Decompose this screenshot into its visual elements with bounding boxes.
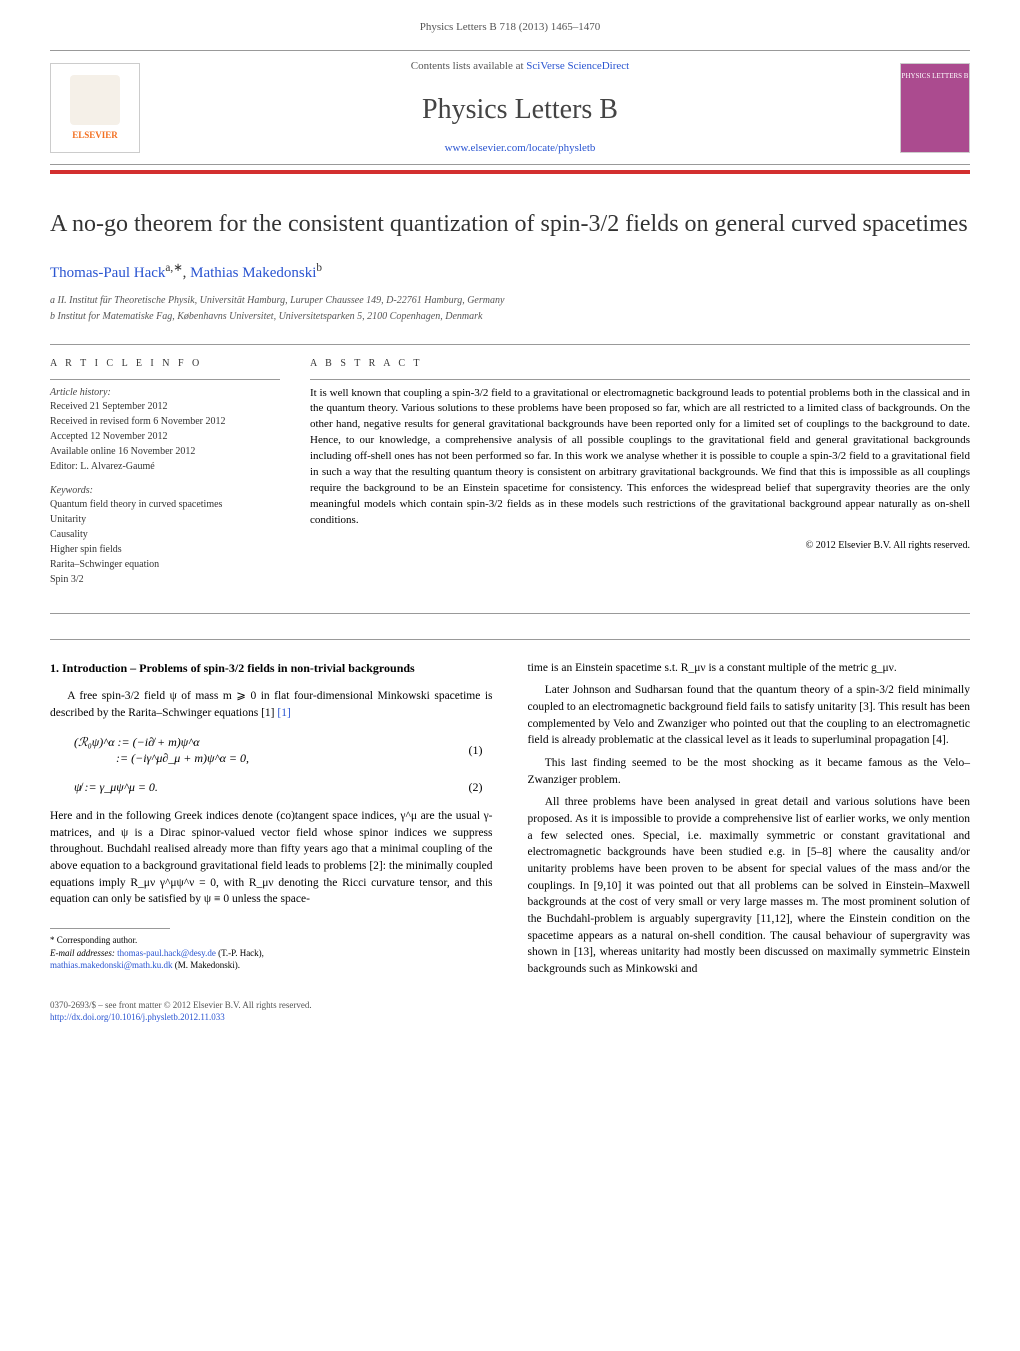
ref-1-link[interactable]: [1] xyxy=(277,707,290,719)
authors-line: Thomas-Paul Hacka,∗, Mathias Makedonskib xyxy=(50,261,970,284)
footnote-divider xyxy=(50,928,170,929)
journal-cover-thumbnail[interactable]: PHYSICS LETTERS B xyxy=(900,63,970,153)
right-column: time is an Einstein spacetime s.t. R_μν … xyxy=(528,660,971,984)
body-para-1: A free spin-3/2 field ψ of mass m ⩾ 0 in… xyxy=(50,688,493,721)
author-1-link[interactable]: Thomas-Paul Hack xyxy=(50,265,165,281)
journal-name: Physics Letters B xyxy=(160,90,880,129)
body-two-columns: 1. Introduction – Problems of spin-3/2 f… xyxy=(50,660,970,984)
contents-prefix: Contents lists available at xyxy=(411,60,526,72)
email-1-suffix: (T.-P. Hack), xyxy=(216,948,264,958)
email-2-link[interactable]: mathias.makedonski@math.ku.dk xyxy=(50,960,173,970)
abstract-text: It is well known that coupling a spin-3/… xyxy=(310,386,970,529)
eq2-number: (2) xyxy=(469,779,493,796)
journal-header-box: ELSEVIER Contents lists available at Sci… xyxy=(50,50,970,165)
red-divider-bar xyxy=(50,170,970,174)
abstract-divider xyxy=(310,379,970,380)
eq1-number: (1) xyxy=(469,742,493,759)
equation-1: (ℛ₀ψ)^α := (−i∂̸ + m)ψ^α := (−iγ^μ∂_μ + … xyxy=(50,734,493,768)
history-label: Article history: xyxy=(50,386,280,400)
equation-2: ψ̸ := γ_μψ^μ = 0. (2) xyxy=(50,779,493,796)
info-abstract-row: A R T I C L E I N F O Article history: R… xyxy=(50,357,970,588)
abstract-label: A B S T R A C T xyxy=(310,357,970,371)
keyword-4: Higher spin fields xyxy=(50,543,280,557)
elsevier-logo[interactable]: ELSEVIER xyxy=(50,63,140,153)
journal-homepage-link: www.elsevier.com/locate/physletb xyxy=(160,141,880,156)
received-date: Received 21 September 2012 xyxy=(50,400,280,414)
article-title: A no-go theorem for the consistent quant… xyxy=(50,209,970,240)
keywords-label: Keywords: xyxy=(50,484,280,498)
affiliations: a II. Institut für Theoretische Physik, … xyxy=(50,294,970,324)
editor-line: Editor: L. Alvarez-Gaumé xyxy=(50,460,280,474)
abstract-column: A B S T R A C T It is well known that co… xyxy=(310,357,970,588)
body-para-2: Here and in the following Greek indices … xyxy=(50,808,493,908)
journal-url[interactable]: www.elsevier.com/locate/physletb xyxy=(445,142,596,154)
bottom-issn-line: 0370-2693/$ – see front matter © 2012 El… xyxy=(50,999,970,1024)
body-para-3: time is an Einstein spacetime s.t. R_μν … xyxy=(528,660,971,677)
eq1-line2: := (−iγ^μ∂_μ + m)ψ^α = 0, xyxy=(74,750,469,767)
email-label: E-mail addresses: xyxy=(50,948,117,958)
sciencedirect-link[interactable]: SciVerse ScienceDirect xyxy=(526,60,629,72)
info-divider-1 xyxy=(50,379,280,380)
eq2-content: ψ̸ := γ_μψ^μ = 0. xyxy=(50,779,469,796)
keyword-6: Spin 3/2 xyxy=(50,573,280,587)
publisher-name: ELSEVIER xyxy=(72,129,118,142)
affiliation-b: b Institut for Matematiske Fag, Københav… xyxy=(50,310,970,324)
info-divider-bottom xyxy=(50,613,970,614)
issn-text: 0370-2693/$ – see front matter © 2012 El… xyxy=(50,1000,312,1010)
body-para-5: This last finding seemed to be the most … xyxy=(528,755,971,788)
revised-date: Received in revised form 6 November 2012 xyxy=(50,415,280,429)
info-divider-top xyxy=(50,344,970,345)
eq1-content: (ℛ₀ψ)^α := (−i∂̸ + m)ψ^α := (−iγ^μ∂_μ + … xyxy=(50,734,469,768)
header-center: Contents lists available at SciVerse Sci… xyxy=(160,59,880,156)
keyword-1: Quantum field theory in curved spacetime… xyxy=(50,498,280,512)
contents-line: Contents lists available at SciVerse Sci… xyxy=(160,59,880,74)
body-para-6: All three problems have been analysed in… xyxy=(528,794,971,977)
author-1-marks: a,∗ xyxy=(165,262,182,274)
keyword-5: Rarita–Schwinger equation xyxy=(50,558,280,572)
journal-citation: Physics Letters B 718 (2013) 1465–1470 xyxy=(50,20,970,35)
main-section-divider xyxy=(50,639,970,640)
doi-link[interactable]: http://dx.doi.org/10.1016/j.physletb.201… xyxy=(50,1012,225,1022)
footnote-corresponding: * Corresponding author. xyxy=(50,934,493,947)
eq1-line1: (ℛ₀ψ)^α := (−i∂̸ + m)ψ^α xyxy=(74,734,469,751)
article-info-label: A R T I C L E I N F O xyxy=(50,357,280,371)
keyword-3: Causality xyxy=(50,528,280,542)
accepted-date: Accepted 12 November 2012 xyxy=(50,430,280,444)
article-info-box: A R T I C L E I N F O Article history: R… xyxy=(50,357,280,588)
affiliation-a: a II. Institut für Theoretische Physik, … xyxy=(50,294,970,308)
body-para-4: Later Johnson and Sudharsan found that t… xyxy=(528,682,971,749)
footnote-emails: E-mail addresses: thomas-paul.hack@desy.… xyxy=(50,947,493,972)
left-column: 1. Introduction – Problems of spin-3/2 f… xyxy=(50,660,493,984)
abstract-copyright: © 2012 Elsevier B.V. All rights reserved… xyxy=(310,539,970,553)
section-1-title: 1. Introduction – Problems of spin-3/2 f… xyxy=(50,660,493,677)
body-p1-text: A free spin-3/2 field ψ of mass m ⩾ 0 in… xyxy=(50,690,493,719)
author-2-link[interactable]: Mathias Makedonski xyxy=(190,265,316,281)
elsevier-tree-icon xyxy=(70,75,120,125)
keyword-2: Unitarity xyxy=(50,513,280,527)
available-date: Available online 16 November 2012 xyxy=(50,445,280,459)
email-2-suffix: (M. Makedonski). xyxy=(173,960,241,970)
author-2-marks: b xyxy=(316,262,322,274)
email-1-link[interactable]: thomas-paul.hack@desy.de xyxy=(117,948,216,958)
cover-label: PHYSICS LETTERS B xyxy=(902,72,969,82)
